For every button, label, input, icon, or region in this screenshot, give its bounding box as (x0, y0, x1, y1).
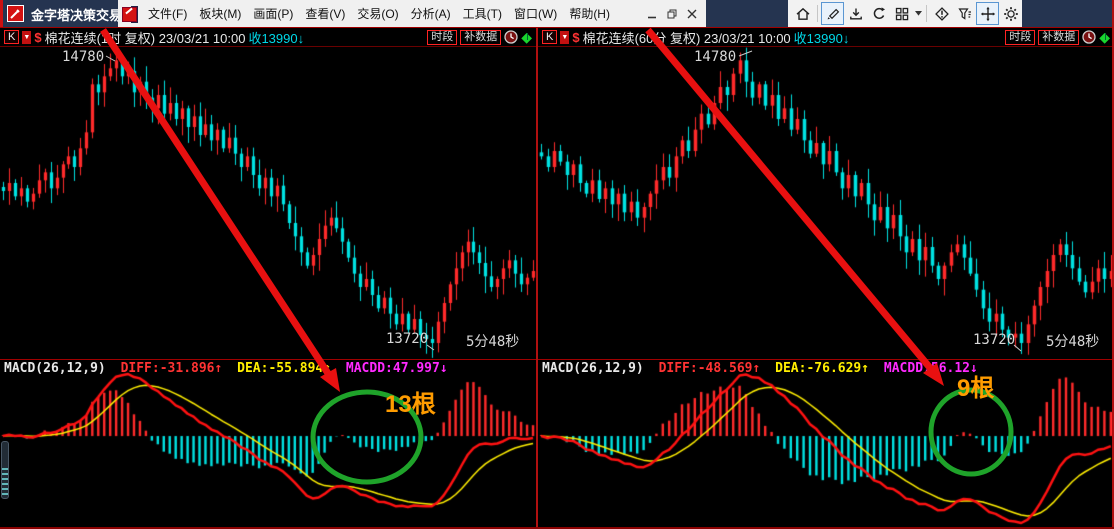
window-right-border (1112, 0, 1114, 529)
left-bar-count-annotation: 13根 (385, 391, 436, 418)
right-high-price-label: 14780 (694, 49, 737, 65)
right-panel-header: K ▼ $ 棉花连续(60分 复权) 23/03/21 10:00 收13990… (538, 28, 1114, 47)
download-icon[interactable] (844, 2, 867, 25)
left-macd-header: MACD(26,12,9) DIFF:-31.896↑ DEA:-55.894↑… (4, 361, 455, 376)
clock-icon[interactable] (1082, 30, 1096, 44)
period-button[interactable]: 时段 (427, 29, 458, 45)
kline-dropdown-caret-icon[interactable]: ▼ (22, 30, 32, 44)
menu-window[interactable]: 窗口(W) (513, 7, 558, 21)
instrument-title: 棉花连续(60分 复权) 23/03/21 10:00 (582, 30, 791, 46)
toolbar-separator (926, 5, 927, 22)
menu-help[interactable]: 帮助(H) (569, 7, 610, 21)
layout-grid-icon[interactable] (890, 2, 913, 25)
app-logo-icon (7, 5, 24, 22)
diff-value: DIFF:-48.569↑ (658, 361, 761, 376)
refresh-icon[interactable] (867, 2, 890, 25)
last-close-value: 收13990↓ (793, 30, 850, 46)
window-controls (643, 6, 700, 21)
warning-diamond-icon[interactable] (930, 2, 953, 25)
menu-trade[interactable]: 交易(O) (357, 7, 399, 21)
menu-view[interactable]: 查看(V) (305, 7, 346, 21)
right-candlestick-chart[interactable] (538, 47, 1114, 359)
right-countdown-label: 5分48秒 (1046, 334, 1100, 350)
instrument-title: 棉花连续(1时 复权) 23/03/21 10:00 (44, 30, 246, 46)
dea-value: DEA:-55.894↑ (237, 361, 332, 376)
instrument-dollar-icon: $ (572, 29, 580, 45)
left-macd-chart[interactable] (0, 360, 536, 529)
left-low-price-label: 13720 (386, 331, 429, 347)
document-icon (122, 5, 138, 23)
menu-sectors[interactable]: 板块(M) (199, 7, 242, 21)
restore-button[interactable] (663, 6, 680, 21)
window-title: 金字塔决策交易 (31, 8, 123, 23)
pencil-draw-icon[interactable] (821, 2, 844, 25)
left-candlestick-chart[interactable] (0, 47, 536, 359)
fill-data-button[interactable]: 补数据 (1038, 29, 1080, 45)
right-bar-count-annotation: 9根 (957, 375, 995, 402)
period-button[interactable]: 时段 (1005, 29, 1036, 45)
macd-indicator-name: MACD(26,12,9) (542, 361, 644, 376)
close-icon[interactable] (683, 6, 700, 21)
menu-bar: 文件(F) 板块(M) 画面(P) 查看(V) 交易(O) 分析(A) 工具(T… (118, 0, 706, 27)
left-countdown-label: 5分48秒 (466, 334, 520, 350)
green-diamond-icon[interactable]: ◆ (521, 30, 532, 44)
right-macd-chart[interactable] (538, 360, 1114, 529)
title-bar: 金字塔决策交易 文件(F) 板块(M) 画面(P) 查看(V) 交易(O) 分析… (0, 0, 1114, 27)
instrument-dollar-icon: $ (34, 29, 42, 45)
left-high-price-label: 14780 (62, 49, 105, 65)
toolbar-separator (817, 5, 818, 22)
right-macd-header: MACD(26,12,9) DIFF:-48.569↑ DEA:-76.629↑… (542, 361, 985, 376)
menu-screen[interactable]: 画面(P) (253, 7, 294, 21)
dea-value: DEA:-76.629↑ (775, 361, 870, 376)
left-panel-header: K ▼ $ 棉花连续(1时 复权) 23/03/21 10:00 收13990↓… (0, 28, 536, 47)
grid-dropdown-caret-icon[interactable] (913, 3, 923, 24)
clock-icon[interactable] (504, 30, 518, 44)
kline-type-button[interactable]: K (542, 30, 558, 44)
window-bottom-border (0, 527, 1114, 529)
macd-scrollbar[interactable] (1, 441, 9, 499)
green-diamond-icon[interactable]: ◆ (1099, 30, 1110, 44)
menu-analysis[interactable]: 分析(A) (410, 7, 451, 21)
pan-move-icon[interactable] (976, 2, 999, 25)
diff-value: DIFF:-31.896↑ (120, 361, 223, 376)
macdd-value: MACDD:47.997↓ (345, 361, 448, 376)
home-icon[interactable] (791, 2, 814, 25)
minimize-button[interactable] (643, 6, 660, 21)
menu-file[interactable]: 文件(F) (148, 7, 188, 21)
menu-tools[interactable]: 工具(T) (462, 7, 502, 21)
window-left-border (0, 0, 3, 27)
fill-data-button[interactable]: 补数据 (460, 29, 502, 45)
kline-type-button[interactable]: K (4, 30, 20, 44)
right-low-price-label: 13720 (973, 332, 1016, 348)
kline-dropdown-caret-icon[interactable]: ▼ (560, 30, 570, 44)
filter-funnel-icon[interactable] (953, 2, 976, 25)
panel-divider (536, 28, 538, 529)
macd-indicator-name: MACD(26,12,9) (4, 361, 106, 376)
last-close-value: 收13990↓ (248, 30, 305, 46)
toolbar (788, 0, 1022, 27)
frame-line-top (0, 27, 1114, 28)
settings-gear-icon[interactable] (999, 2, 1022, 25)
